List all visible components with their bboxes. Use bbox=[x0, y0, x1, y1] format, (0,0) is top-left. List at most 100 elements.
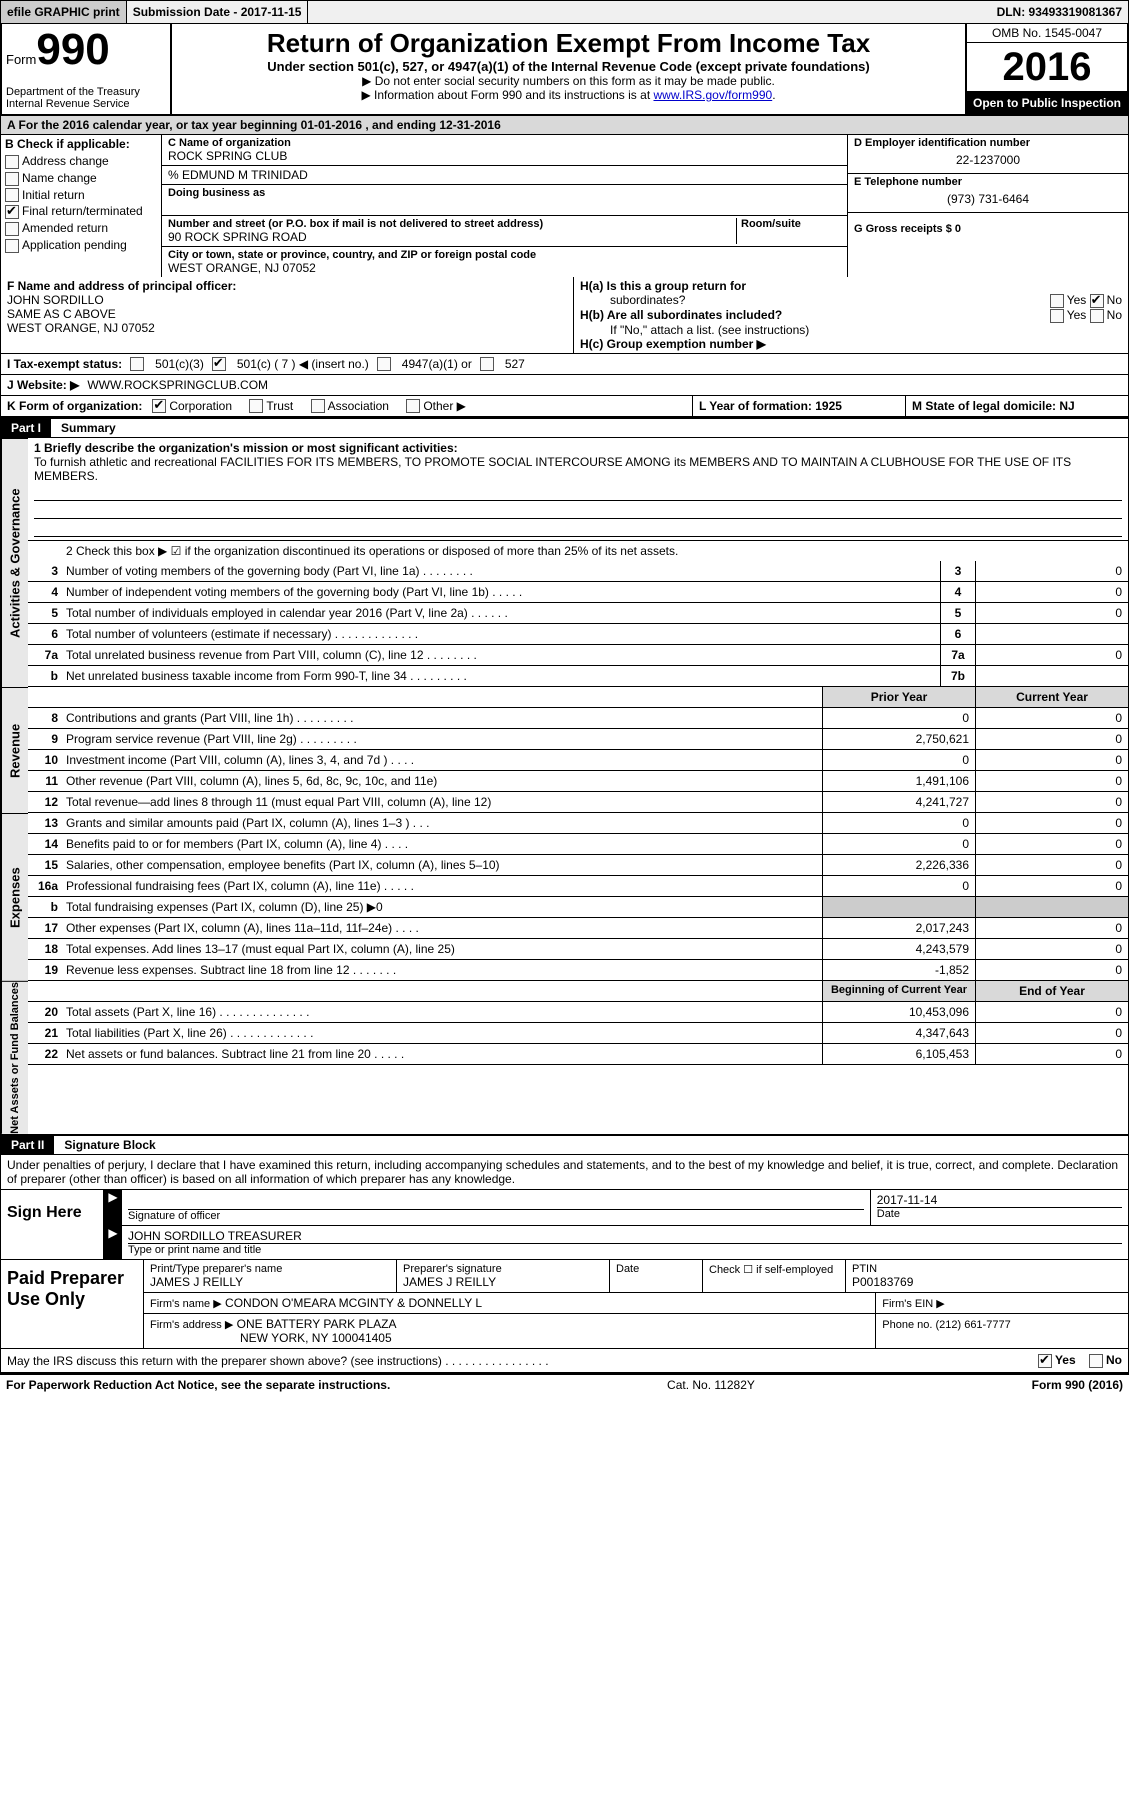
colb-checkbox[interactable] bbox=[5, 155, 19, 169]
discuss-no-checkbox[interactable] bbox=[1089, 1354, 1103, 1368]
k-checkbox[interactable] bbox=[152, 399, 166, 413]
i-4947: 4947(a)(1) or bbox=[402, 357, 472, 371]
irs-discuss-row: May the IRS discuss this return with the… bbox=[0, 1349, 1129, 1373]
row-num: 7a bbox=[28, 645, 62, 665]
prior-val: 4,347,643 bbox=[822, 1023, 975, 1043]
row-desc: Contributions and grants (Part VIII, lin… bbox=[62, 708, 822, 728]
addr-value: 90 ROCK SPRING ROAD bbox=[168, 230, 736, 244]
ha-no-checkbox[interactable] bbox=[1090, 294, 1104, 308]
row-desc: Total number of individuals employed in … bbox=[62, 603, 940, 623]
room-label: Room/suite bbox=[741, 218, 841, 230]
row-k: K Form of organization: Corporation Trus… bbox=[1, 396, 692, 417]
efile-label[interactable]: efile GRAPHIC print bbox=[1, 1, 127, 23]
row-desc: Salaries, other compensation, employee b… bbox=[62, 855, 822, 875]
discuss-text: May the IRS discuss this return with the… bbox=[7, 1354, 549, 1368]
i-501c: 501(c) ( 7 ) ◀ (insert no.) bbox=[237, 357, 369, 371]
i-527: 527 bbox=[505, 357, 525, 371]
current-val: 0 bbox=[975, 729, 1128, 749]
i-4947-checkbox[interactable] bbox=[377, 357, 391, 371]
revenue-block: Revenue Prior Year Current Year 8Contrib… bbox=[0, 687, 1129, 813]
i-501c-checkbox[interactable] bbox=[212, 357, 226, 371]
row-box: 6 bbox=[940, 624, 975, 644]
colb-item: Application pending bbox=[1, 237, 161, 254]
beginning-year-header: Beginning of Current Year bbox=[822, 981, 975, 1001]
arrow-icon: ▶ bbox=[104, 1190, 122, 1225]
firm-phone: Phone no. (212) 661-7777 bbox=[882, 1319, 1010, 1331]
current-val: 0 bbox=[975, 1023, 1128, 1043]
colb-checkbox[interactable] bbox=[5, 205, 19, 219]
row-desc: Program service revenue (Part VIII, line… bbox=[62, 729, 822, 749]
colb-checkbox[interactable] bbox=[5, 239, 19, 253]
submission-date: Submission Date - 2017-11-15 bbox=[127, 1, 309, 23]
firm-addr: ONE BATTERY PARK PLAZA bbox=[237, 1317, 397, 1331]
paid-preparer-block: Paid Preparer Use Only Print/Type prepar… bbox=[0, 1260, 1129, 1349]
colb-item: Amended return bbox=[1, 220, 161, 237]
ha-label: H(a) Is this a group return for bbox=[580, 279, 746, 293]
footer: For Paperwork Reduction Act Notice, see … bbox=[0, 1373, 1129, 1395]
preparer-sig: JAMES J REILLY bbox=[403, 1275, 603, 1289]
row-desc: Other revenue (Part VIII, column (A), li… bbox=[62, 771, 822, 791]
preparer-sig-label: Preparer's signature bbox=[403, 1263, 603, 1275]
i-label: I Tax-exempt status: bbox=[7, 357, 122, 371]
officer-name-label: Type or print name and title bbox=[128, 1244, 1122, 1256]
officer-addr1: SAME AS C ABOVE bbox=[7, 307, 567, 321]
col-c: C Name of organization ROCK SPRING CLUB … bbox=[162, 135, 847, 277]
part1-header: Part I Summary bbox=[0, 417, 1129, 438]
ha-yes-checkbox[interactable] bbox=[1050, 294, 1064, 308]
ha-no: No bbox=[1107, 293, 1122, 307]
prior-val: 2,750,621 bbox=[822, 729, 975, 749]
discuss-no: No bbox=[1106, 1353, 1122, 1367]
irs-link[interactable]: www.IRS.gov/form990 bbox=[653, 88, 772, 102]
addr-label: Number and street (or P.O. box if mail i… bbox=[168, 218, 736, 230]
row-desc: Professional fundraising fees (Part IX, … bbox=[62, 876, 822, 896]
paid-preparer-label: Paid Preparer Use Only bbox=[1, 1260, 144, 1348]
h-section: H(a) Is this a group return for subordin… bbox=[574, 277, 1128, 353]
note-ssn: ▶ Do not enter social security numbers o… bbox=[180, 74, 957, 88]
summary-row: 7aTotal unrelated business revenue from … bbox=[28, 645, 1128, 666]
hb-label: H(b) Are all subordinates included? bbox=[580, 308, 782, 323]
i-527-checkbox[interactable] bbox=[480, 357, 494, 371]
principal-officer: F Name and address of principal officer:… bbox=[1, 277, 574, 353]
current-val: 0 bbox=[975, 960, 1128, 980]
summary-row: 19Revenue less expenses. Subtract line 1… bbox=[28, 960, 1128, 981]
arrow-icon: ▶ bbox=[104, 1226, 122, 1259]
city-value: WEST ORANGE, NJ 07052 bbox=[168, 261, 841, 275]
hb-no-checkbox[interactable] bbox=[1090, 309, 1104, 323]
summary-row: 14Benefits paid to or for members (Part … bbox=[28, 834, 1128, 855]
colb-checkbox[interactable] bbox=[5, 172, 19, 186]
colb-checkbox[interactable] bbox=[5, 188, 19, 202]
prior-val: 1,491,106 bbox=[822, 771, 975, 791]
k-checkbox[interactable] bbox=[311, 399, 325, 413]
header-mid: Return of Organization Exempt From Incom… bbox=[172, 24, 965, 114]
dept-irs: Internal Revenue Service bbox=[6, 98, 166, 110]
summary-row: 5Total number of individuals employed in… bbox=[28, 603, 1128, 624]
colb-checkbox[interactable] bbox=[5, 222, 19, 236]
officer-label: F Name and address of principal officer: bbox=[7, 279, 567, 293]
current-val: 0 bbox=[975, 750, 1128, 770]
hb-yes-checkbox[interactable] bbox=[1050, 309, 1064, 323]
k-opt: Other ▶ bbox=[423, 399, 466, 413]
col-b: B Check if applicable: Address changeNam… bbox=[1, 135, 162, 277]
summary-row: 9Program service revenue (Part VIII, lin… bbox=[28, 729, 1128, 750]
tel-value: (973) 731-6464 bbox=[854, 188, 1122, 210]
officer-addr2: WEST ORANGE, NJ 07052 bbox=[7, 321, 567, 335]
row-num: 9 bbox=[28, 729, 62, 749]
summary-row: 12Total revenue—add lines 8 through 11 (… bbox=[28, 792, 1128, 813]
i-501c3-checkbox[interactable] bbox=[130, 357, 144, 371]
form-word: Form bbox=[6, 52, 36, 67]
row-desc: Number of independent voting members of … bbox=[62, 582, 940, 602]
row-desc: Number of voting members of the governin… bbox=[62, 561, 940, 581]
k-checkbox[interactable] bbox=[249, 399, 263, 413]
firm-ein-label: Firm's EIN ▶ bbox=[882, 1298, 945, 1310]
summary-row: 10Investment income (Part VIII, column (… bbox=[28, 750, 1128, 771]
k-checkbox[interactable] bbox=[406, 399, 420, 413]
discuss-yes-checkbox[interactable] bbox=[1038, 1354, 1052, 1368]
end-year-header: End of Year bbox=[975, 981, 1128, 1001]
open-to-public: Open to Public Inspection bbox=[967, 92, 1127, 114]
org-name: ROCK SPRING CLUB bbox=[168, 149, 841, 163]
row-val: 0 bbox=[975, 582, 1128, 602]
colb-item: Name change bbox=[1, 170, 161, 187]
current-val: 0 bbox=[975, 939, 1128, 959]
summary-row: 21Total liabilities (Part X, line 26) . … bbox=[28, 1023, 1128, 1044]
hc-label: H(c) Group exemption number ▶ bbox=[580, 337, 766, 351]
